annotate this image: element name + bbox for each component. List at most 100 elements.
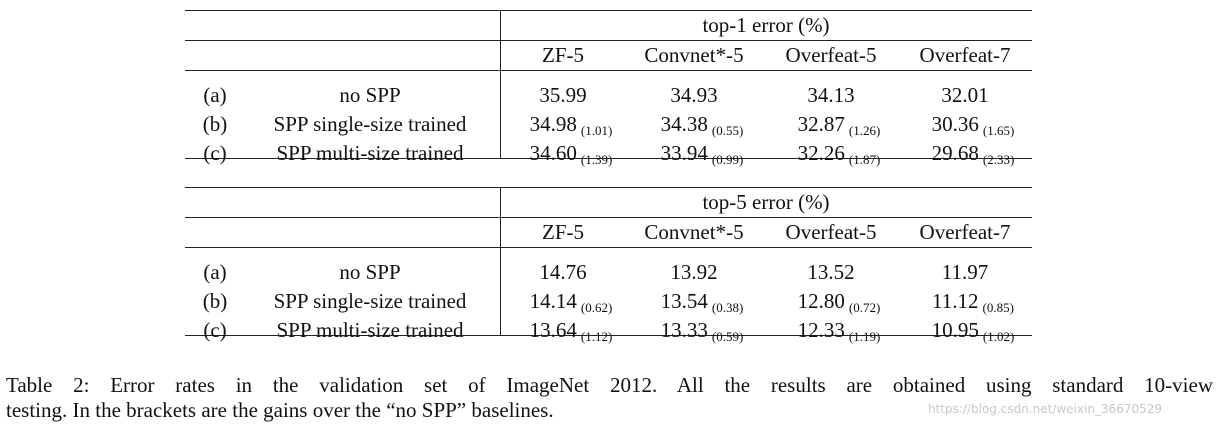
gain: (0.62) <box>580 300 613 315</box>
cell: 12.33 (1.19) <box>798 318 881 345</box>
error-value: 13.92 <box>670 260 718 284</box>
error-value: 32.87 <box>797 112 845 136</box>
gain: (0.55) <box>711 123 744 138</box>
gain: (1.87) <box>848 152 881 167</box>
rule <box>185 40 1032 41</box>
caption-line: testing. In the brackets are the gains o… <box>6 398 554 422</box>
rule <box>185 70 1032 71</box>
method: SPP single-size trained <box>273 289 467 313</box>
gain: (1.19) <box>848 329 881 344</box>
cell: 32.87 (1.26) <box>798 112 881 139</box>
gain: (1.02) <box>982 329 1015 344</box>
error-value: 11.12 <box>932 289 979 313</box>
cell: 10.95 (1.02) <box>932 318 1015 345</box>
method: no SPP <box>339 83 401 107</box>
error-value: 32.26 <box>797 141 845 165</box>
error-value: 14.14 <box>529 289 577 313</box>
gain: (1.12) <box>580 329 613 344</box>
error-value: 34.98 <box>529 112 577 136</box>
error-value: 12.80 <box>797 289 845 313</box>
cell: 32.01 <box>941 83 988 107</box>
method: SPP multi-size trained <box>276 318 464 342</box>
column-header: ZF-5 <box>542 220 584 244</box>
gain: (1.65) <box>982 123 1015 138</box>
gain: (0.85) <box>982 300 1014 315</box>
rule <box>185 10 1032 11</box>
cell: 35.99 <box>539 83 586 107</box>
cell: 33.94 (0.99) <box>661 141 744 168</box>
error-value: 13.64 <box>529 318 577 342</box>
error-value: 34.38 <box>660 112 708 136</box>
column-header: Overfeat-5 <box>785 220 877 244</box>
cell: 12.80 (0.72) <box>798 289 881 316</box>
column-rule <box>500 187 501 335</box>
error-value: 33.94 <box>660 141 708 165</box>
cell: 34.98 (1.01) <box>530 112 613 139</box>
error-value: 34.93 <box>670 83 718 107</box>
cell: 11.12 (0.85) <box>932 289 1014 316</box>
error-value: 11.97 <box>941 260 989 284</box>
error-value: 13.33 <box>660 318 708 342</box>
rule <box>185 335 1032 336</box>
cell: 34.38 (0.55) <box>661 112 744 139</box>
method: SPP single-size trained <box>273 112 467 136</box>
error-value: 14.76 <box>539 260 587 284</box>
error-value: 10.95 <box>931 318 979 342</box>
watermark: https://blog.csdn.net/weixin_36670529 <box>928 402 1163 416</box>
column-header: Overfeat-7 <box>919 43 1011 67</box>
error-value: 12.33 <box>797 318 845 342</box>
column-header: Convnet*-5 <box>644 220 744 244</box>
row-label: (b) <box>202 112 228 136</box>
cell: 32.26 (1.87) <box>798 141 881 168</box>
error-value: 34.13 <box>807 83 855 107</box>
error-value: 29.68 <box>931 141 979 165</box>
gain: (0.99) <box>711 152 744 167</box>
error-value: 13.52 <box>807 260 855 284</box>
cell: 34.60 (1.39) <box>530 141 613 168</box>
cell: 13.52 <box>807 260 854 284</box>
row-label: (c) <box>203 141 227 165</box>
column-header: Overfeat-5 <box>785 43 877 67</box>
gain: (1.39) <box>580 152 613 167</box>
row-label: (b) <box>202 289 228 313</box>
error-value: 30.36 <box>931 112 979 136</box>
cell: 13.33 (0.59) <box>661 318 744 345</box>
method: SPP multi-size trained <box>276 141 464 165</box>
cell: 30.36 (1.65) <box>932 112 1015 139</box>
column-header: Overfeat-7 <box>919 220 1011 244</box>
gain: (0.59) <box>711 329 744 344</box>
gain: (0.38) <box>711 300 744 315</box>
cell: 13.64 (1.12) <box>530 318 613 345</box>
row-label: (c) <box>203 318 227 342</box>
error-value: 34.60 <box>529 141 577 165</box>
group-header: top-5 error (%) <box>702 190 830 214</box>
gain: (2.33) <box>982 152 1015 167</box>
gain: (1.01) <box>580 123 613 138</box>
rule <box>185 187 1032 188</box>
rule <box>185 158 1032 159</box>
column-header: ZF-5 <box>542 43 584 67</box>
caption-line: Table 2: Error rates in the validation s… <box>6 373 1213 397</box>
row-label: (a) <box>203 260 227 284</box>
cell: 34.93 <box>670 83 717 107</box>
cell: 14.14 (0.62) <box>530 289 613 316</box>
cell: 13.92 <box>670 260 717 284</box>
gain: (1.26) <box>848 123 881 138</box>
rule <box>185 247 1032 248</box>
method: no SPP <box>339 260 401 284</box>
error-value: 32.01 <box>941 83 989 107</box>
error-value: 13.54 <box>660 289 708 313</box>
error-value: 35.99 <box>539 83 587 107</box>
cell: 11.97 <box>942 260 988 284</box>
row-label: (a) <box>203 83 227 107</box>
cell: 34.13 <box>807 83 854 107</box>
rule <box>185 217 1032 218</box>
cell: 13.54 (0.38) <box>661 289 744 316</box>
column-rule <box>500 10 501 158</box>
cell: 14.76 <box>539 260 586 284</box>
column-header: Convnet*-5 <box>644 43 744 67</box>
group-header: top-1 error (%) <box>702 13 830 37</box>
gain: (0.72) <box>848 300 881 315</box>
cell: 29.68 (2.33) <box>932 141 1015 168</box>
